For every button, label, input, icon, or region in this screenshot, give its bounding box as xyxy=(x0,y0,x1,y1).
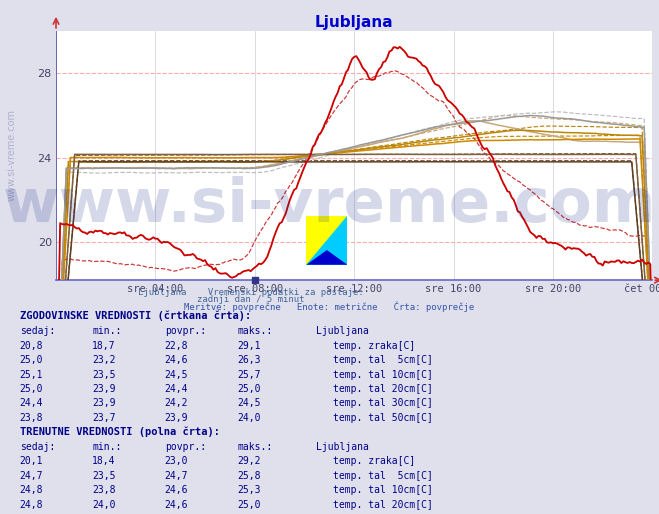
Text: 24,4: 24,4 xyxy=(165,384,188,394)
Text: 23,9: 23,9 xyxy=(92,398,116,408)
Text: 23,9: 23,9 xyxy=(165,413,188,423)
Text: 24,8: 24,8 xyxy=(20,500,43,509)
Text: 29,2: 29,2 xyxy=(237,456,261,466)
Polygon shape xyxy=(306,216,347,265)
Text: temp. tal 20cm[C]: temp. tal 20cm[C] xyxy=(333,384,434,394)
Text: 23,2: 23,2 xyxy=(92,355,116,365)
Text: 24,6: 24,6 xyxy=(165,485,188,495)
Text: 25,3: 25,3 xyxy=(237,485,261,495)
Text: maks.:: maks.: xyxy=(237,326,272,336)
Text: 29,1: 29,1 xyxy=(237,341,261,351)
Text: 25,1: 25,1 xyxy=(20,370,43,379)
Text: sedaj:: sedaj: xyxy=(20,442,55,452)
Text: temp. zraka[C]: temp. zraka[C] xyxy=(333,456,416,466)
Text: 25,0: 25,0 xyxy=(237,500,261,509)
Text: 25,7: 25,7 xyxy=(237,370,261,379)
Text: Ljubljana: Ljubljana xyxy=(316,326,369,336)
Polygon shape xyxy=(306,250,347,265)
Text: 25,0: 25,0 xyxy=(20,384,43,394)
Text: temp. tal 10cm[C]: temp. tal 10cm[C] xyxy=(333,485,434,495)
Text: 25,8: 25,8 xyxy=(237,471,261,481)
Text: temp. tal 10cm[C]: temp. tal 10cm[C] xyxy=(333,370,434,379)
Text: povpr.:: povpr.: xyxy=(165,326,206,336)
Text: povpr.:: povpr.: xyxy=(165,442,206,452)
Text: min.:: min.: xyxy=(92,326,122,336)
Text: temp. tal 20cm[C]: temp. tal 20cm[C] xyxy=(333,500,434,509)
Text: 24,4: 24,4 xyxy=(20,398,43,408)
Text: sedaj:: sedaj: xyxy=(20,326,55,336)
Text: 26,3: 26,3 xyxy=(237,355,261,365)
Text: 24,6: 24,6 xyxy=(165,500,188,509)
Text: temp. zraka[C]: temp. zraka[C] xyxy=(333,341,416,351)
Text: 24,0: 24,0 xyxy=(237,413,261,423)
Text: temp. tal 50cm[C]: temp. tal 50cm[C] xyxy=(333,413,434,423)
Text: 25,0: 25,0 xyxy=(20,355,43,365)
Text: temp. tal 30cm[C]: temp. tal 30cm[C] xyxy=(333,398,434,408)
Text: Ljubljana: Ljubljana xyxy=(316,442,369,452)
Text: maks.:: maks.: xyxy=(237,442,272,452)
Text: 23,9: 23,9 xyxy=(92,384,116,394)
Text: 24,7: 24,7 xyxy=(165,471,188,481)
Text: 24,7: 24,7 xyxy=(20,471,43,481)
Text: temp. tal  5cm[C]: temp. tal 5cm[C] xyxy=(333,355,434,365)
Text: 24,2: 24,2 xyxy=(165,398,188,408)
Text: 20,8: 20,8 xyxy=(20,341,43,351)
Text: 22,8: 22,8 xyxy=(165,341,188,351)
Text: 23,7: 23,7 xyxy=(92,413,116,423)
Text: 18,4: 18,4 xyxy=(92,456,116,466)
Text: 23,5: 23,5 xyxy=(92,370,116,379)
Text: 18,7: 18,7 xyxy=(92,341,116,351)
Text: 24,8: 24,8 xyxy=(20,485,43,495)
Polygon shape xyxy=(306,216,347,265)
Text: temp. tal  5cm[C]: temp. tal 5cm[C] xyxy=(333,471,434,481)
Text: 23,5: 23,5 xyxy=(92,471,116,481)
Text: 24,0: 24,0 xyxy=(92,500,116,509)
Text: 23,0: 23,0 xyxy=(165,456,188,466)
Text: www.si-vreme.com: www.si-vreme.com xyxy=(3,176,656,235)
Text: 24,5: 24,5 xyxy=(165,370,188,379)
Text: zadnji dan / 5 minut: zadnji dan / 5 minut xyxy=(196,295,304,304)
Text: 23,8: 23,8 xyxy=(20,413,43,423)
Text: Meritve: povprečne   Enote: metrične   Črta: povprečje: Meritve: povprečne Enote: metrične Črta:… xyxy=(185,301,474,311)
Text: 24,5: 24,5 xyxy=(237,398,261,408)
Text: ZGODOVINSKE VREDNOSTI (črtkana črta):: ZGODOVINSKE VREDNOSTI (črtkana črta): xyxy=(20,311,251,321)
Text: 20,1: 20,1 xyxy=(20,456,43,466)
Text: www.si-vreme.com: www.si-vreme.com xyxy=(7,109,16,201)
Text: TRENUTNE VREDNOSTI (polna črta):: TRENUTNE VREDNOSTI (polna črta): xyxy=(20,427,219,437)
Title: Ljubljana: Ljubljana xyxy=(315,15,393,30)
Text: Ljubljana    Vremenski podatki za postaje:: Ljubljana Vremenski podatki za postaje: xyxy=(138,288,363,297)
Text: 23,8: 23,8 xyxy=(92,485,116,495)
Text: min.:: min.: xyxy=(92,442,122,452)
Text: 25,0: 25,0 xyxy=(237,384,261,394)
Text: 24,6: 24,6 xyxy=(165,355,188,365)
